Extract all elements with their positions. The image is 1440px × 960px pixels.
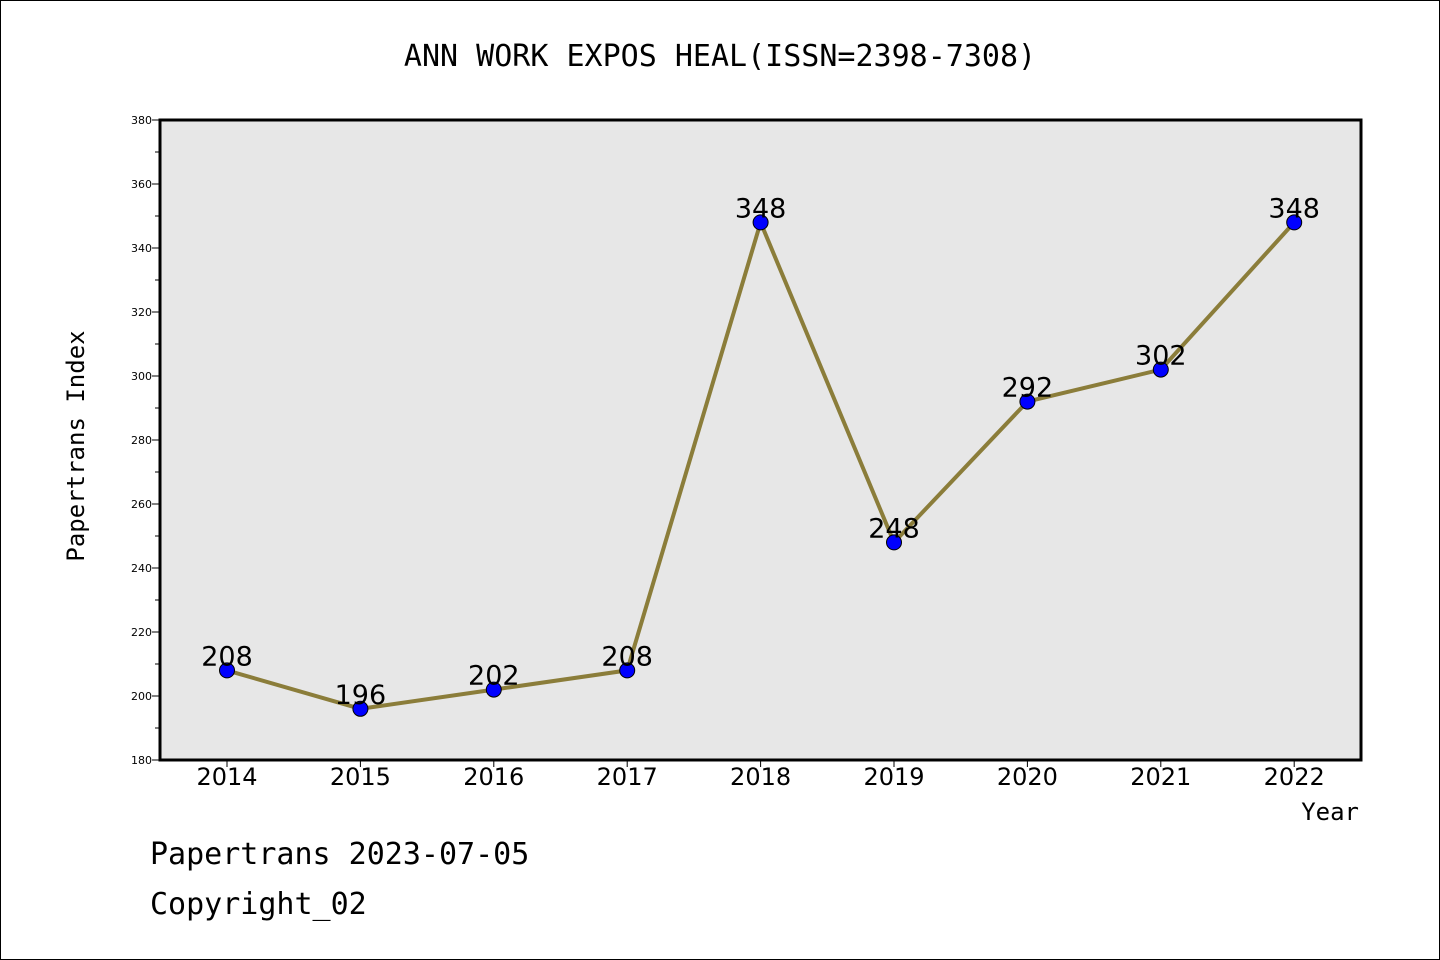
data-label: 292: [1002, 373, 1054, 404]
x-tick-label: 2015: [330, 763, 391, 791]
y-tick-label: 260: [131, 498, 152, 511]
data-point: [352, 700, 369, 717]
x-tick-label: 2017: [597, 763, 658, 791]
y-tick-label: 300: [131, 370, 152, 383]
y-tick-label: 200: [131, 690, 152, 703]
y-tick-label: 360: [131, 178, 152, 191]
data-label: 208: [601, 641, 653, 672]
data-label: 202: [468, 661, 520, 692]
y-tick-label: 240: [131, 562, 152, 575]
series-group: 208 196 202 208 348 248 292 302 348: [201, 193, 1320, 717]
y-tick-label: 280: [131, 434, 152, 447]
data-point: [219, 662, 235, 679]
data-label: 208: [201, 641, 253, 672]
footer-copyright: Copyright_02: [150, 887, 367, 922]
x-tick-label: 2021: [1130, 763, 1191, 791]
x-tick-label: 2014: [196, 763, 257, 791]
y-tick-label: 180: [131, 754, 152, 767]
footer-date: Papertrans 2023-07-05: [150, 837, 529, 872]
data-label: 248: [868, 513, 920, 544]
data-label: 196: [335, 680, 387, 711]
x-tick-label: 2022: [1264, 763, 1325, 791]
data-point: [1019, 393, 1036, 410]
y-tick-label: 380: [131, 114, 152, 127]
x-axis-label: Year: [1301, 798, 1359, 826]
x-axis: 2014 2015 2016 2017 2018 2019 2020 2021 2022: [196, 760, 1325, 791]
y-axis-label: Papertrans Index: [62, 330, 90, 561]
y-axis: 180 200 220 240 260 280 300 320 340 360 380: [131, 114, 160, 767]
data-point: [752, 214, 769, 231]
y-tick-label: 320: [131, 306, 152, 319]
x-tick-label: 2018: [730, 763, 791, 791]
data-label: 348: [735, 193, 787, 224]
data-point: [1152, 361, 1169, 378]
data-point: [619, 662, 636, 679]
data-point: [485, 681, 502, 698]
y-tick-label: 220: [131, 626, 152, 639]
chart-title: ANN WORK EXPOS HEAL(ISSN=2398-7308): [404, 39, 1036, 74]
data-label: 348: [1268, 193, 1320, 224]
data-label: 302: [1135, 341, 1187, 372]
x-tick-label: 2020: [997, 763, 1058, 791]
data-point: [1286, 214, 1303, 231]
x-tick-label: 2016: [463, 763, 524, 791]
data-point: [886, 534, 902, 551]
x-tick-label: 2019: [863, 763, 924, 791]
y-tick-label: 340: [131, 242, 152, 255]
